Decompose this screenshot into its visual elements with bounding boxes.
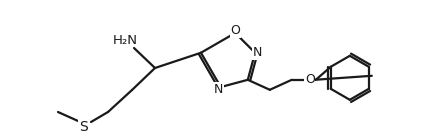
Text: H₂N: H₂N <box>113 33 138 46</box>
Text: N: N <box>214 83 223 95</box>
Text: O: O <box>230 24 240 38</box>
Text: S: S <box>79 120 87 134</box>
Text: N: N <box>253 46 262 59</box>
Text: O: O <box>305 73 315 86</box>
